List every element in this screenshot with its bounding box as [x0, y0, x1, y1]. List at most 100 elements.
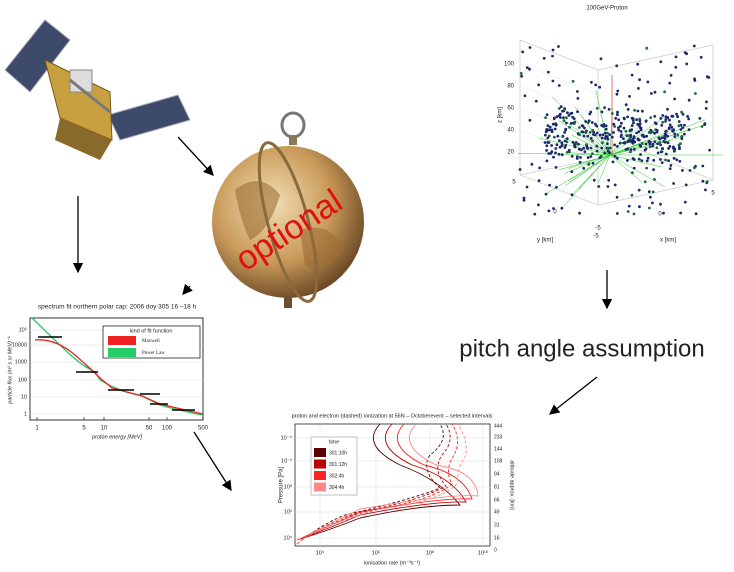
- particle: [556, 135, 559, 138]
- y-tick-label: 10000: [12, 342, 27, 348]
- particle: [616, 90, 619, 93]
- particle: [625, 103, 628, 106]
- particle: [620, 134, 623, 137]
- particle: [583, 135, 586, 138]
- particle: [649, 196, 652, 199]
- grid-line: [520, 86, 598, 116]
- particle: [639, 122, 642, 125]
- particle: [704, 122, 707, 125]
- particle: [686, 115, 689, 118]
- particle: [706, 75, 709, 78]
- particle: [613, 144, 616, 147]
- particle: [612, 161, 615, 164]
- particle: [628, 205, 631, 208]
- particle: [520, 75, 523, 78]
- particle: [529, 46, 532, 49]
- particle: [644, 180, 647, 183]
- particle: [676, 115, 679, 118]
- particle: [666, 135, 669, 138]
- y-axis-label: y [km]: [537, 238, 553, 244]
- particle: [633, 167, 636, 170]
- particle: [521, 51, 524, 54]
- particle: [645, 167, 648, 170]
- particle: [687, 118, 690, 121]
- particle: [557, 45, 560, 48]
- particle: [583, 150, 586, 153]
- particle: [673, 157, 676, 160]
- particle: [701, 165, 704, 168]
- particle: [578, 126, 581, 129]
- pitch-angle-label: pitch angle assumption: [459, 335, 704, 362]
- particle: [667, 141, 670, 144]
- particle: [656, 131, 659, 134]
- particle: [576, 90, 579, 93]
- particle: [591, 140, 594, 143]
- particle: [662, 212, 665, 215]
- particle: [616, 113, 619, 116]
- particle: [652, 168, 655, 171]
- particle: [617, 129, 620, 132]
- particle: [620, 122, 623, 125]
- particle: [558, 139, 561, 142]
- y-tick-label: 10²: [284, 509, 292, 515]
- x-axis-label: x [km]: [660, 238, 676, 244]
- particle: [658, 137, 661, 140]
- particle: [601, 111, 604, 114]
- particle: [633, 109, 636, 112]
- particle: [632, 157, 635, 160]
- particle: [602, 133, 605, 136]
- particle: [584, 120, 587, 123]
- shower-track: [610, 155, 643, 183]
- particle: [638, 205, 641, 208]
- y-tick-label: 10⁵: [19, 326, 27, 333]
- particle: [683, 124, 686, 127]
- particle: [599, 134, 602, 137]
- particle: [543, 57, 546, 60]
- legend-swatch: [108, 348, 136, 357]
- particle: [596, 107, 599, 110]
- particle: [672, 115, 675, 118]
- plot-title: spectrum fit northern polar cap: 2006 do…: [38, 304, 197, 311]
- particle: [596, 132, 599, 135]
- particle: [544, 141, 547, 144]
- particle: [614, 117, 617, 120]
- particle: [565, 116, 568, 119]
- z-tick-label: 20: [507, 150, 514, 156]
- particle: [674, 66, 677, 69]
- particle: [606, 142, 609, 145]
- y-tick-label: 10⁴: [284, 534, 293, 541]
- particle: [571, 116, 574, 119]
- particle: [616, 196, 619, 199]
- particle: [554, 128, 557, 131]
- particle: [659, 144, 662, 147]
- legend-swatch: [314, 448, 326, 457]
- particle: [578, 212, 581, 215]
- particle: [526, 186, 529, 189]
- particle: [648, 190, 651, 193]
- particle: [576, 155, 579, 158]
- particle: [552, 156, 555, 159]
- particle: [546, 113, 549, 116]
- particle: [638, 189, 641, 192]
- particle: [705, 107, 708, 110]
- y2-tick-label: 444: [494, 423, 503, 429]
- axis-line: [520, 175, 598, 205]
- particle: [600, 57, 603, 60]
- particle: [627, 108, 630, 111]
- particle: [591, 129, 594, 132]
- particle: [588, 162, 591, 165]
- particle: [623, 117, 626, 120]
- particle: [645, 120, 648, 123]
- x-tick-label: 50: [146, 426, 153, 432]
- particle: [688, 99, 691, 102]
- particle: [627, 134, 630, 137]
- particle: [685, 184, 688, 187]
- particle: [612, 123, 615, 126]
- particle: [680, 128, 683, 131]
- particle: [667, 159, 670, 162]
- particle: [594, 84, 597, 87]
- particle: [560, 141, 563, 144]
- particle: [545, 130, 548, 133]
- arrow: [178, 137, 213, 175]
- legend-label: 301:10h: [329, 450, 347, 456]
